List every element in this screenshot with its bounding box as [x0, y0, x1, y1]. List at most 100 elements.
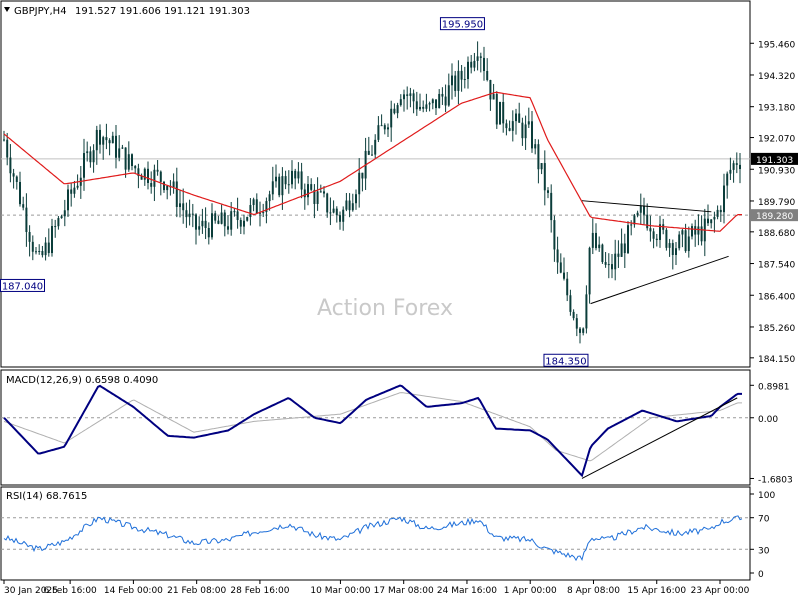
candle-body	[12, 173, 15, 177]
macd-panel-frame	[0, 369, 751, 486]
candle-body	[611, 264, 613, 270]
candle-body	[239, 220, 242, 227]
watermark: Action Forex	[317, 296, 453, 321]
rsi-tick-label: 30	[758, 546, 770, 556]
time-tick-label: 6 Feb 16:00	[43, 586, 97, 596]
candle-body	[735, 163, 738, 165]
candle-body	[518, 113, 521, 123]
candle-body	[572, 311, 575, 319]
candle-body	[287, 184, 290, 186]
candle-body	[668, 243, 671, 248]
price-sma	[3, 91, 742, 232]
macd-panel: 0.8981 0.00 -1.6803 MACD(12,26,9) 0.6598 0…	[0, 369, 793, 486]
time-tick-label: 1 Apr 00:00	[504, 586, 557, 596]
candle-body	[646, 214, 649, 229]
candle-body	[118, 148, 121, 158]
macd-lines	[3, 384, 742, 478]
candle-body	[415, 101, 418, 110]
candle-body	[652, 231, 655, 239]
candle-body	[396, 105, 399, 114]
candle-body	[380, 125, 383, 127]
candle-body	[534, 144, 537, 149]
price-candles	[3, 41, 741, 344]
candle-body	[681, 230, 684, 235]
candle-body	[499, 101, 501, 125]
candle-body	[243, 220, 245, 227]
candle-body	[428, 103, 431, 105]
candle-body	[707, 218, 709, 224]
candle-body	[92, 150, 95, 163]
time-tick-label: 8 Apr 08:00	[567, 586, 620, 596]
candle-body	[255, 199, 258, 214]
price-badge-box	[751, 209, 798, 222]
candle-body	[444, 96, 447, 106]
candle-body	[303, 189, 306, 198]
extreme-label-box	[439, 17, 485, 31]
candle-body	[566, 278, 569, 296]
candle-body	[159, 171, 162, 182]
candle-body	[179, 203, 181, 207]
candle-body	[655, 238, 658, 240]
rsi-tick-label: 70	[758, 515, 770, 525]
candle-body	[198, 226, 201, 230]
candle-body	[211, 213, 213, 238]
candle-body	[601, 244, 604, 263]
price-tick-label: 193.180	[758, 104, 795, 114]
candle-body	[54, 226, 57, 228]
candle-body	[639, 205, 642, 213]
candle-body	[511, 121, 514, 131]
candle-body	[262, 212, 265, 214]
candle-body	[729, 169, 732, 174]
candle-body	[585, 294, 588, 329]
candle-body	[73, 187, 76, 194]
candle-body	[326, 193, 329, 213]
candle-body	[377, 125, 380, 140]
candle-body	[633, 215, 636, 225]
candle-body	[351, 203, 354, 211]
candle-body	[409, 93, 412, 96]
triangle-trendline	[581, 200, 712, 213]
header-ohlc: 191.527 191.606 191.121 191.303	[75, 6, 250, 17]
extreme-label: 195.950	[442, 20, 483, 31]
candle-body	[473, 60, 476, 68]
candle-body	[166, 185, 169, 191]
price-annotations: 195.950 187.040 184.350	[0, 17, 589, 367]
candle-body	[463, 79, 466, 81]
candle-body	[102, 137, 105, 145]
candle-body	[217, 220, 220, 224]
candle-body	[227, 226, 229, 230]
candle-body	[249, 205, 252, 218]
macd-tick-label: -1.6803	[758, 475, 793, 485]
triangle-trendline	[590, 255, 729, 305]
candle-body	[44, 242, 47, 256]
candle-body	[163, 181, 165, 191]
candle-body	[649, 228, 652, 232]
moving-average-line	[3, 91, 742, 232]
candle-body	[617, 253, 620, 257]
candle-body	[451, 75, 453, 86]
candle-body	[111, 135, 114, 144]
extreme-label-box	[0, 278, 46, 292]
candle-body	[553, 220, 556, 250]
price-tick-label: 184.150	[758, 355, 795, 365]
candle-body	[339, 215, 341, 222]
price-tick-label: 189.790	[758, 198, 795, 208]
rsi-grid	[1, 517, 750, 550]
candle-body	[175, 181, 178, 207]
candle-body	[604, 262, 607, 265]
candle-body	[185, 210, 188, 218]
candle-body	[291, 170, 293, 185]
price-badge-label: 191.303	[756, 156, 793, 166]
macd-trendline	[581, 397, 738, 479]
candle-body	[422, 106, 425, 109]
price-tick-label: 187.540	[758, 261, 795, 271]
candle-body	[342, 209, 345, 222]
candle-body	[620, 243, 623, 257]
candle-body	[361, 172, 364, 179]
candle-body	[89, 151, 92, 163]
candle-body	[527, 121, 530, 125]
candle-body	[399, 99, 402, 106]
candle-body	[191, 213, 194, 215]
